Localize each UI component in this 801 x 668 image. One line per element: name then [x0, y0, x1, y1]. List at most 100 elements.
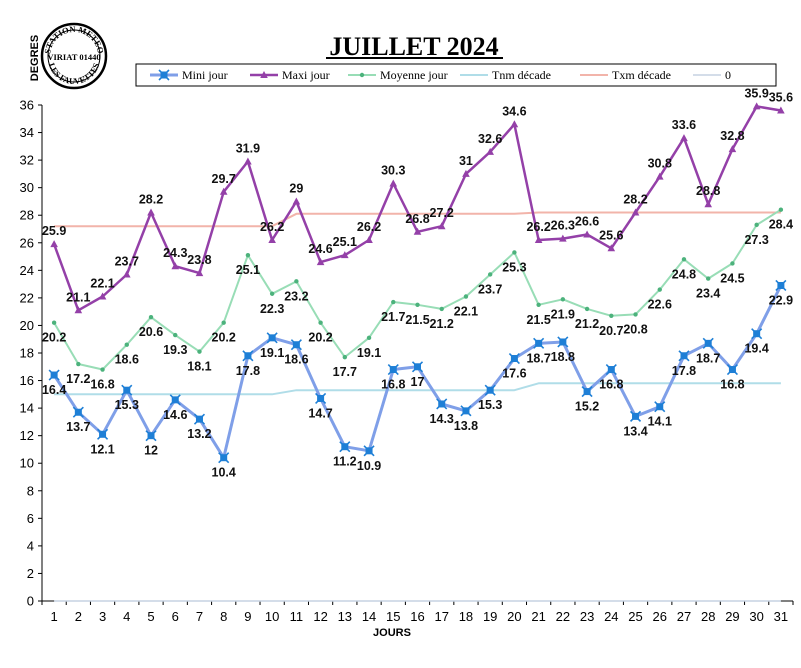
moyenne-data-label: 22.6 — [648, 298, 672, 312]
legend-marker-moyenne — [359, 72, 365, 78]
stamp-text-middle: VIRIAT 01440 — [47, 52, 100, 62]
x-tick-label: 13 — [338, 609, 352, 624]
mini-point — [702, 337, 714, 349]
maxi-data-label: 28.2 — [623, 192, 647, 206]
mini-point — [581, 386, 593, 398]
mini-point — [363, 445, 375, 457]
legend-box — [135, 63, 777, 87]
mini-point — [48, 369, 60, 381]
x-tick-label: 12 — [313, 609, 327, 624]
x-tick-label: 5 — [147, 609, 154, 624]
mini-data-label: 15.2 — [575, 400, 599, 414]
maxi-data-label: 27.2 — [430, 206, 454, 220]
moyenne-data-label: 18.1 — [187, 360, 211, 374]
y-tick-label: 4 — [27, 538, 34, 553]
y-tick-label: 8 — [27, 483, 34, 498]
moyenne-data-label: 21.5 — [405, 313, 429, 327]
moyenne-point — [366, 335, 372, 341]
y-axis-label: DEGRES — [29, 35, 41, 81]
mini-data-label: 18.7 — [696, 351, 720, 365]
moyenne-data-label: 20.8 — [623, 322, 647, 336]
mini-point — [145, 430, 157, 442]
moyenne-data-label: 21.7 — [381, 310, 405, 324]
moyenne-data-label: 19.3 — [163, 343, 187, 357]
maxi-point — [534, 236, 543, 244]
x-tick-label: 26 — [653, 609, 667, 624]
x-tick-label: 31 — [774, 609, 788, 624]
x-tick-label: 1 — [50, 609, 57, 624]
y-tick-label: 12 — [20, 428, 34, 443]
maxi-point — [607, 244, 616, 252]
maxi-point — [728, 145, 737, 153]
maxi-point — [510, 120, 519, 128]
mini-point — [557, 336, 569, 348]
moyenne-point — [487, 272, 493, 277]
maxi-data-label: 22.1 — [90, 277, 114, 291]
maxi-data-label: 23.8 — [187, 253, 211, 267]
moyenne-point — [221, 320, 226, 325]
x-tick-label: 6 — [172, 609, 179, 624]
y-tick-label: 6 — [27, 511, 34, 526]
maxi-point — [74, 306, 83, 314]
y-tick-label: 24 — [20, 263, 34, 278]
mini-point — [315, 392, 327, 405]
mini-point — [460, 405, 472, 417]
legend-item-zero: 0 — [693, 68, 731, 82]
moyenne-data-label: 21.2 — [430, 317, 454, 331]
legend-label-mini: Mini jour — [182, 68, 228, 82]
moyenne-data-label: 18.6 — [115, 353, 139, 367]
moyenne-point — [560, 297, 566, 302]
legend-marker-maxi — [260, 71, 268, 78]
legend-marker-mini — [158, 69, 170, 81]
x-tick-label: 16 — [410, 609, 424, 624]
moyenne-point — [633, 312, 638, 317]
moyenne-point — [439, 306, 444, 312]
moyenne-data-label: 22.1 — [454, 305, 478, 319]
moyenne-data-label: 24.8 — [672, 267, 696, 281]
maxi-point — [413, 227, 422, 235]
legend-label-txm: Txm décade — [612, 68, 671, 82]
y-tick-label: 34 — [20, 125, 34, 140]
maxi-data-label: 24.6 — [308, 242, 332, 256]
x-tick-label: 2 — [75, 609, 82, 624]
x-tick-label: 18 — [459, 609, 473, 624]
y-tick-label: 26 — [20, 235, 34, 250]
maxi-data-label: 35.6 — [769, 91, 793, 105]
maxi-point — [365, 236, 373, 244]
maxi-data-label: 24.3 — [163, 246, 187, 260]
y-tick-label: 0 — [27, 594, 34, 609]
mini-data-label: 10.9 — [357, 459, 381, 473]
maxi-point — [486, 147, 494, 155]
x-tick-label: 24 — [604, 609, 618, 624]
moyenne-point — [706, 276, 711, 281]
maxi-data-label: 26.2 — [526, 220, 550, 234]
moyenne-data-label: 22.3 — [260, 302, 284, 316]
mini-point — [290, 339, 302, 351]
y-tick-label: 32 — [20, 153, 34, 168]
moyenne-point — [318, 320, 323, 325]
maxi-data-label: 30.3 — [381, 164, 405, 178]
mini-data-label: 17.6 — [502, 367, 526, 381]
moyenne-point — [415, 302, 420, 307]
y-tick-label: 22 — [20, 290, 34, 305]
maxi-point — [171, 262, 180, 270]
moyenne-point — [124, 342, 129, 347]
maxi-data-label: 34.6 — [502, 104, 526, 118]
mini-data-label: 15.3 — [115, 398, 139, 412]
moyenne-point — [536, 302, 541, 307]
mini-point — [121, 384, 133, 396]
legend-item-maxi: Maxi jour — [250, 68, 330, 82]
maxi-data-label: 25.9 — [42, 224, 66, 238]
mini-data-label: 19.1 — [260, 346, 284, 360]
moyenne-point — [512, 250, 517, 255]
mini-point — [484, 384, 496, 396]
y-tick-label: 10 — [20, 456, 34, 471]
maxi-point — [195, 269, 204, 277]
mini-point — [533, 337, 545, 349]
mini-point — [629, 410, 642, 422]
x-tick-label: 17 — [434, 609, 448, 624]
mini-point — [387, 363, 399, 376]
x-tick-label: 29 — [725, 609, 739, 624]
moyenne-point — [173, 332, 178, 338]
moyenne-point — [754, 222, 759, 228]
